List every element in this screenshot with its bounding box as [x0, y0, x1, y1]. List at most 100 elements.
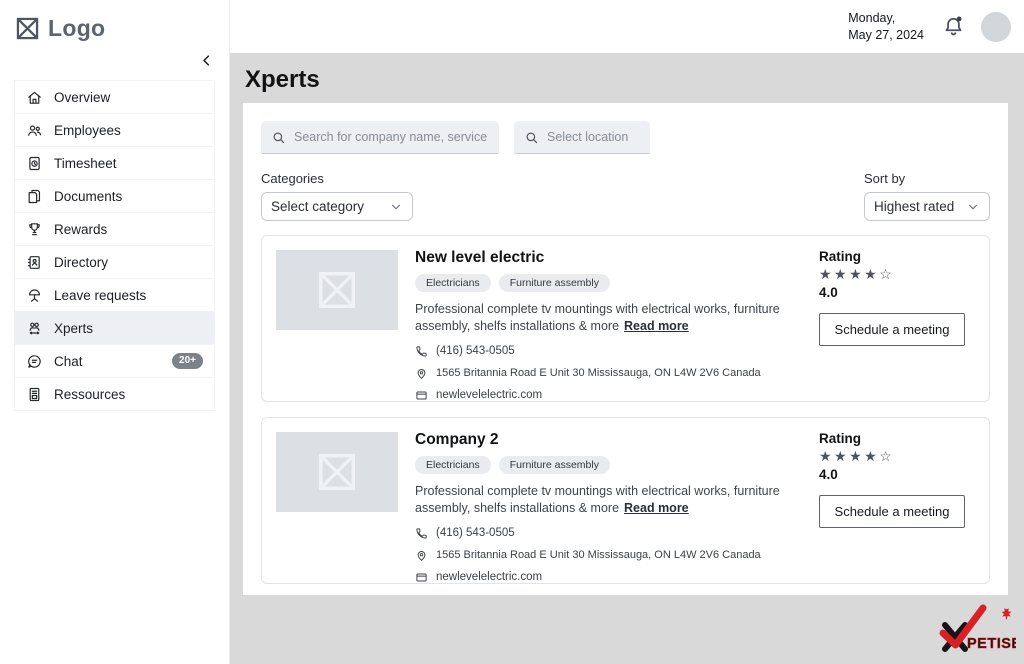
category-tag: Electricians	[415, 274, 491, 292]
website-text[interactable]: newlevelelectric.com	[436, 571, 543, 583]
xperts-people-icon	[29, 322, 40, 334]
star-rating: ★★★★☆	[819, 266, 895, 282]
resources-icon	[29, 387, 40, 401]
address-text: 1565 Britannia Road E Unit 30 Mississaug…	[436, 549, 761, 561]
rating-label: Rating	[819, 249, 861, 264]
user-avatar[interactable]	[981, 11, 1011, 42]
search-icon	[526, 132, 538, 143]
maple-leaf-icon	[1001, 606, 1012, 620]
sidebar-item-label: Xperts	[54, 320, 94, 336]
sidebar-item-rewards[interactable]: Rewards	[14, 212, 215, 246]
phone-number: (416) 543-0505	[436, 345, 515, 357]
logo-placeholder-icon	[16, 17, 39, 40]
sidebar-item-employees[interactable]: Employees	[14, 113, 215, 147]
website-text[interactable]: newlevelelectric.com	[436, 389, 543, 401]
company-card: New level electric Electricians Furnitur…	[261, 235, 990, 402]
leave-umbrella-icon	[28, 288, 41, 302]
address-text: 1565 Britannia Road E Unit 30 Mississaug…	[436, 367, 761, 379]
image-placeholder-icon	[318, 271, 356, 309]
sidebar-item-timesheet[interactable]: Timesheet	[14, 146, 215, 180]
company-search-field[interactable]	[261, 121, 499, 154]
read-more-link[interactable]: Read more	[624, 501, 689, 516]
sidebar-item-label: Chat	[54, 353, 83, 369]
sidebar-item-overview[interactable]: Overview	[14, 80, 215, 114]
chat-bubble-icon	[28, 354, 41, 368]
home-icon	[28, 91, 41, 104]
rating-label: Rating	[819, 431, 861, 446]
sidebar-item-chat[interactable]: Chat 20+	[14, 344, 215, 378]
logo: Logo	[0, 0, 229, 42]
schedule-meeting-button[interactable]: Schedule a meeting	[819, 313, 965, 346]
sort-select-value: Highest rated	[874, 199, 955, 214]
sidebar-item-label: Ressources	[54, 386, 126, 402]
sidebar-item-label: Leave requests	[54, 287, 147, 303]
trophy-icon	[29, 222, 40, 235]
phone-row: (416) 543-0505	[415, 345, 815, 358]
location-search-field[interactable]	[514, 121, 650, 154]
category-select[interactable]: Select category	[261, 192, 413, 221]
current-date: Monday, May 27, 2024	[848, 10, 924, 44]
id-card-icon	[27, 255, 40, 269]
phone-icon	[416, 345, 427, 357]
category-tag: Furniture assembly	[498, 274, 610, 292]
sidebar-item-label: Overview	[54, 89, 111, 105]
notifications-bell-icon[interactable]	[941, 14, 966, 39]
xpetise-brand-logo: PETISE	[936, 604, 1016, 652]
search-icon	[273, 132, 285, 143]
sidebar: Logo Overview Employees Timesheet Docume…	[0, 0, 230, 664]
timesheet-icon	[29, 156, 40, 170]
star-rating: ★★★★☆	[819, 448, 895, 464]
category-tag: Electricians	[415, 456, 491, 474]
company-name: Company 2	[415, 431, 499, 448]
sidebar-item-label: Timesheet	[54, 155, 117, 171]
location-pin-icon	[417, 368, 426, 379]
sidebar-item-label: Documents	[54, 188, 123, 204]
website-row: newlevelelectric.com	[415, 571, 815, 584]
sidebar-collapse-icon[interactable]	[199, 53, 214, 68]
company-name: New level electric	[415, 249, 545, 266]
chevron-down-icon	[968, 204, 978, 209]
company-image-placeholder	[276, 250, 398, 330]
category-select-value: Select category	[271, 199, 365, 214]
sort-by-label: Sort by	[864, 171, 906, 186]
rating-value: 4.0	[819, 467, 838, 482]
topbar: Monday, May 27, 2024	[230, 0, 1024, 53]
chat-unread-badge: 20+	[172, 353, 203, 369]
phone-icon	[416, 527, 427, 539]
website-icon	[416, 572, 427, 582]
sidebar-item-documents[interactable]: Documents	[14, 179, 215, 213]
phone-number: (416) 543-0505	[436, 527, 515, 539]
main-content: Xperts Categories Select category Sort	[230, 53, 1024, 664]
address-row: 1565 Britannia Road E Unit 30 Mississaug…	[415, 367, 815, 380]
location-search-input[interactable]	[547, 130, 640, 144]
image-placeholder-icon	[318, 453, 356, 491]
category-tag: Furniture assembly	[498, 456, 610, 474]
company-card: Company 2 Electricians Furniture assembl…	[261, 417, 990, 584]
sidebar-item-label: Employees	[54, 122, 121, 138]
company-description: Professional complete tv mountings with …	[415, 302, 780, 334]
company-search-input[interactable]	[294, 130, 489, 144]
phone-row: (416) 543-0505	[415, 527, 815, 540]
address-row: 1565 Britannia Road E Unit 30 Mississaug…	[415, 549, 815, 562]
date-line1: Monday,	[848, 10, 896, 25]
xperts-panel: Categories Select category Sort by Highe…	[243, 103, 1008, 595]
location-pin-icon	[417, 550, 426, 561]
date-line2: May 27, 2024	[848, 27, 924, 42]
logo-text: Logo	[48, 15, 106, 41]
schedule-meeting-button[interactable]: Schedule a meeting	[819, 495, 965, 528]
sidebar-item-label: Rewards	[54, 221, 108, 237]
sidebar-item-ressources[interactable]: Ressources	[14, 377, 215, 411]
sidebar-item-leave-requests[interactable]: Leave requests	[14, 278, 215, 312]
rating-value: 4.0	[819, 285, 838, 300]
company-image-placeholder	[276, 432, 398, 512]
brand-x-mark	[939, 604, 987, 652]
sort-select[interactable]: Highest rated	[864, 192, 990, 221]
sidebar-item-directory[interactable]: Directory	[14, 245, 215, 279]
sidebar-item-label: Directory	[54, 254, 109, 270]
brand-name-text: PETISE	[967, 636, 1016, 652]
read-more-link[interactable]: Read more	[624, 319, 689, 334]
sidebar-item-xperts[interactable]: Xperts	[14, 311, 215, 345]
website-row: newlevelelectric.com	[415, 389, 815, 402]
documents-icon	[28, 189, 41, 203]
website-icon	[416, 390, 427, 400]
